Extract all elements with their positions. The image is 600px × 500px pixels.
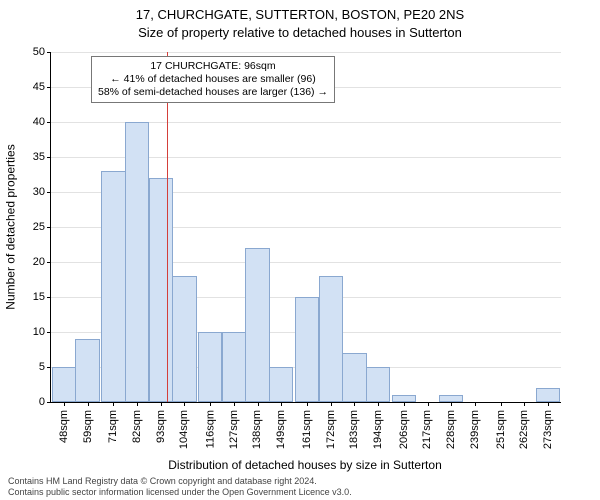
annotation-box: 17 CHURCHGATE: 96sqm ← 41% of detached h… — [91, 56, 335, 103]
x-tick — [307, 402, 308, 406]
x-tick — [281, 402, 282, 406]
bar — [342, 353, 366, 402]
y-tick-label: 10 — [17, 326, 45, 338]
y-tick — [47, 87, 51, 88]
annotation-line2: ← 41% of detached houses are smaller (96… — [98, 73, 328, 86]
y-tick — [47, 367, 51, 368]
y-tick-label: 30 — [17, 186, 45, 198]
x-tick — [451, 402, 452, 406]
annotation-line1: 17 CHURCHGATE: 96sqm — [98, 60, 328, 73]
y-tick-label: 45 — [17, 81, 45, 93]
y-tick — [47, 332, 51, 333]
bar — [149, 178, 173, 402]
x-tick — [548, 402, 549, 406]
bar — [439, 395, 463, 402]
title-line2: Size of property relative to detached ho… — [0, 24, 600, 42]
x-tick — [88, 402, 89, 406]
bar — [366, 367, 390, 402]
y-tick — [47, 297, 51, 298]
y-tick — [47, 157, 51, 158]
x-tick — [378, 402, 379, 406]
bar — [269, 367, 293, 402]
bar — [172, 276, 196, 402]
x-tick — [524, 402, 525, 406]
chart-container: 17, CHURCHGATE, SUTTERTON, BOSTON, PE20 … — [0, 0, 600, 500]
x-tick — [428, 402, 429, 406]
x-tick — [475, 402, 476, 406]
gridline — [51, 52, 561, 53]
y-tick — [47, 192, 51, 193]
bar — [222, 332, 246, 402]
bar — [295, 297, 319, 402]
y-tick-label: 20 — [17, 256, 45, 268]
bar — [392, 395, 416, 402]
x-tick — [137, 402, 138, 406]
y-axis-title-text: Number of detached properties — [4, 144, 18, 309]
x-tick — [64, 402, 65, 406]
bar — [536, 388, 560, 402]
annotation-line3: 58% of semi-detached houses are larger (… — [98, 86, 328, 99]
x-tick — [234, 402, 235, 406]
y-tick-label: 5 — [17, 361, 45, 373]
y-tick-label: 35 — [17, 151, 45, 163]
footer: Contains HM Land Registry data © Crown c… — [8, 476, 592, 498]
y-tick-label: 40 — [17, 116, 45, 128]
bar — [52, 367, 76, 402]
footer-line2: Contains public sector information licen… — [8, 487, 592, 498]
y-axis-title: Number of detached properties — [4, 52, 18, 402]
plot-area: 0510152025303540455048sqm59sqm71sqm82sqm… — [50, 52, 561, 403]
y-tick — [47, 122, 51, 123]
y-tick — [47, 402, 51, 403]
title-block: 17, CHURCHGATE, SUTTERTON, BOSTON, PE20 … — [0, 0, 600, 41]
x-tick — [184, 402, 185, 406]
footer-line1: Contains HM Land Registry data © Crown c… — [8, 476, 592, 487]
y-tick — [47, 227, 51, 228]
bar — [319, 276, 343, 402]
x-tick — [331, 402, 332, 406]
x-tick — [113, 402, 114, 406]
y-tick — [47, 52, 51, 53]
bar — [245, 248, 269, 402]
x-axis-title: Distribution of detached houses by size … — [50, 458, 560, 472]
bar — [101, 171, 125, 402]
x-tick — [354, 402, 355, 406]
y-tick-label: 15 — [17, 291, 45, 303]
y-tick — [47, 262, 51, 263]
y-tick-label: 50 — [17, 46, 45, 58]
y-tick-label: 25 — [17, 221, 45, 233]
x-tick — [161, 402, 162, 406]
bar — [75, 339, 99, 402]
x-tick — [501, 402, 502, 406]
x-tick — [404, 402, 405, 406]
title-line1: 17, CHURCHGATE, SUTTERTON, BOSTON, PE20 … — [0, 6, 600, 24]
marker-line — [167, 52, 168, 402]
bar — [198, 332, 222, 402]
x-tick — [210, 402, 211, 406]
x-tick — [258, 402, 259, 406]
y-tick-label: 0 — [17, 396, 45, 408]
bar — [125, 122, 149, 402]
